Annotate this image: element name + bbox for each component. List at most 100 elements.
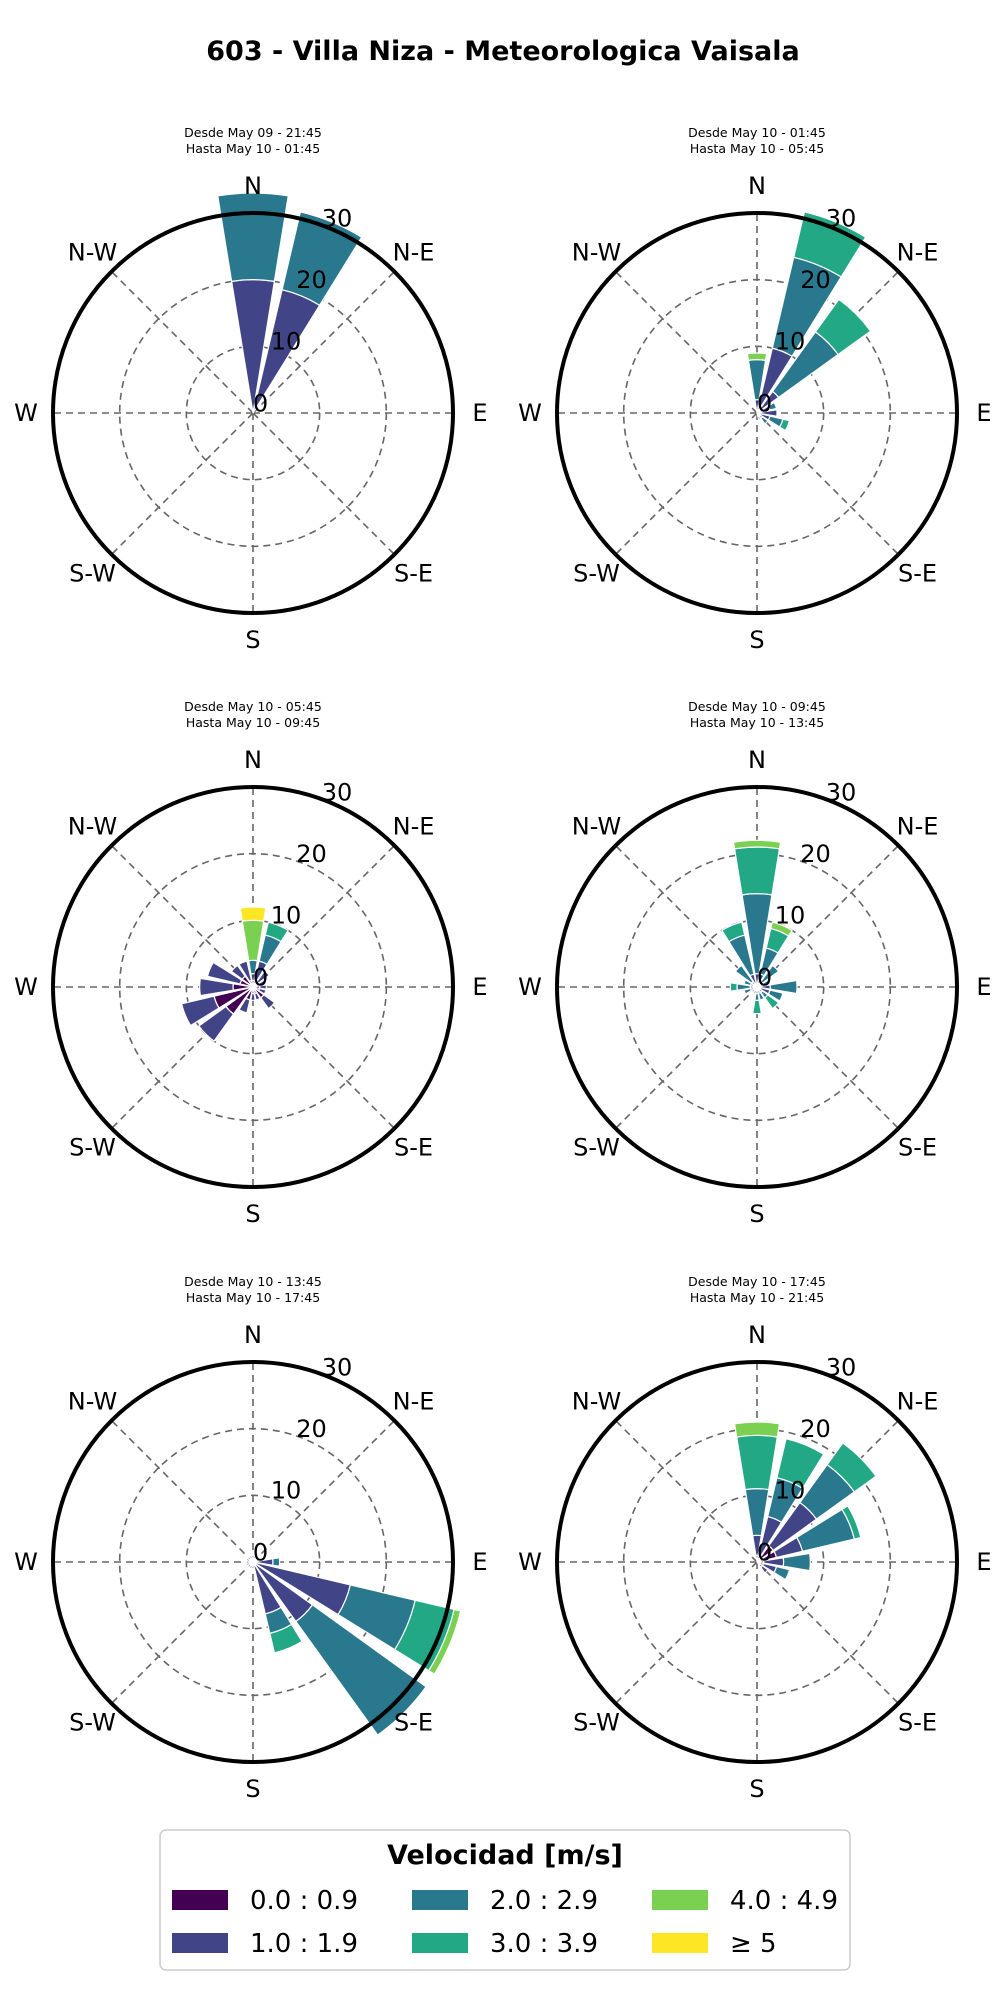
wind-bar-segment	[757, 991, 765, 1001]
radial-tick-label: 10	[775, 902, 806, 930]
direction-label: S	[245, 1775, 260, 1803]
panel-subtitle: Desde May 10 - 13:45	[184, 1274, 322, 1289]
legend-label: 1.0 : 1.9	[250, 1929, 358, 1959]
direction-label: N	[244, 172, 262, 200]
grid-spoke	[252, 412, 395, 555]
direction-label: N-E	[393, 1387, 435, 1415]
direction-label: N-E	[897, 238, 939, 266]
direction-label: N-W	[68, 238, 117, 266]
legend-label: 0.0 : 0.9	[250, 1886, 358, 1916]
wind-bar-segment	[206, 961, 243, 985]
wind-bar-segment	[272, 1557, 281, 1567]
radial-tick-label: 10	[775, 328, 806, 356]
direction-label: E	[976, 973, 991, 1001]
direction-label: N-W	[572, 812, 621, 840]
wind-bar-segment	[733, 1421, 781, 1438]
direction-label: N	[748, 1321, 766, 1349]
grid-spoke	[756, 1561, 899, 1704]
wind-bar-segment	[199, 977, 234, 997]
wind-bar-segment	[248, 1554, 254, 1563]
radial-tick-label: 20	[800, 266, 831, 294]
grid-spoke	[756, 845, 899, 988]
direction-label: W	[14, 1548, 38, 1576]
grid-spoke	[111, 271, 254, 414]
radial-tick-label: 30	[826, 205, 857, 233]
direction-label: E	[472, 973, 487, 1001]
direction-label: S	[749, 1775, 764, 1803]
legend-title: Velocidad [m/s]	[387, 1840, 623, 1871]
outer-circle	[555, 1360, 959, 1764]
radial-tick-label: 10	[775, 1477, 806, 1505]
direction-label: W	[518, 973, 542, 1001]
wind-bar-segment	[743, 987, 753, 995]
legend-label: 3.0 : 3.9	[490, 1929, 598, 1959]
wind-bar-segment	[826, 1442, 877, 1493]
radial-tick-label: 30	[322, 779, 353, 807]
direction-label: N-W	[68, 1387, 117, 1415]
panel-subtitle: Desde May 10 - 09:45	[688, 699, 826, 714]
direction-label: W	[14, 973, 38, 1001]
grid-spoke	[615, 1561, 758, 1704]
wind-bar-segment	[814, 298, 872, 356]
direction-label: W	[518, 1548, 542, 1576]
wind-bar-segment	[769, 979, 798, 995]
direction-label: S-W	[69, 560, 116, 588]
grid-spoke	[615, 845, 758, 988]
direction-label: S	[245, 626, 260, 654]
radial-tick-label: 20	[296, 266, 327, 294]
legend: Velocidad [m/s] 0.0 : 0.9 1.0 : 1.9 2.0 : …	[159, 1829, 851, 1971]
direction-label: N-W	[68, 812, 117, 840]
direction-label: N	[748, 746, 766, 774]
wind-bar-segment	[259, 993, 276, 1010]
wind-bar-segment	[778, 418, 791, 432]
radial-tick-label: 30	[826, 1354, 857, 1382]
wind-bar-segment	[752, 999, 762, 1015]
direction-label: S-W	[573, 1709, 620, 1737]
radial-tick-label: 0	[253, 963, 268, 991]
grid-spoke	[111, 845, 254, 988]
figure-title: 603 - Villa Niza - Meteorologica Vaisala	[206, 36, 799, 67]
grid-spoke	[252, 986, 395, 1129]
wind-bar-segment	[760, 964, 780, 984]
direction-label: W	[14, 399, 38, 427]
legend-items: 0.0 : 0.9 1.0 : 1.9 2.0 : 2.9 3.0 : 3.9 4.0 …	[172, 1886, 838, 1959]
wind-bar-segment	[238, 997, 251, 1014]
grid-spoke	[252, 845, 395, 988]
grid-spoke	[111, 412, 254, 555]
wind-bar-segment	[258, 984, 267, 990]
direction-label: S	[749, 1200, 764, 1228]
radial-tick-label: 30	[322, 1354, 353, 1382]
grid-spoke	[252, 1420, 395, 1563]
wind-bar-segment	[767, 401, 778, 411]
panel-subtitle: Hasta May 10 - 01:45	[186, 141, 320, 156]
panel-subtitle: Hasta May 10 - 13:45	[690, 715, 824, 730]
wind-bar-segment	[427, 1608, 462, 1676]
direction-label: S	[245, 1200, 260, 1228]
panel-subtitle: Desde May 10 - 01:45	[688, 125, 826, 140]
wind-bar-segment	[264, 921, 289, 943]
wind-bar-segment	[736, 1434, 778, 1491]
wind-bar-segment	[767, 989, 784, 1002]
radial-tick-label: 30	[322, 205, 353, 233]
direction-label: S-E	[394, 560, 433, 588]
wind-bar-segment	[256, 969, 271, 984]
direction-label: W	[518, 399, 542, 427]
radial-tick-label: 0	[253, 1538, 268, 1566]
direction-label: E	[976, 399, 991, 427]
direction-label: E	[472, 1548, 487, 1576]
wind-bar-segment	[257, 979, 267, 987]
wind-bar-segment	[180, 995, 220, 1027]
radial-tick-label: 30	[826, 779, 857, 807]
radial-tick-label: 0	[757, 389, 772, 417]
direction-label: E	[976, 1548, 991, 1576]
wind-bar-segment	[770, 921, 793, 937]
radial-tick-label: 20	[296, 840, 327, 868]
wind-bar-segment	[746, 352, 768, 362]
radial-tick-label: 0	[757, 963, 772, 991]
